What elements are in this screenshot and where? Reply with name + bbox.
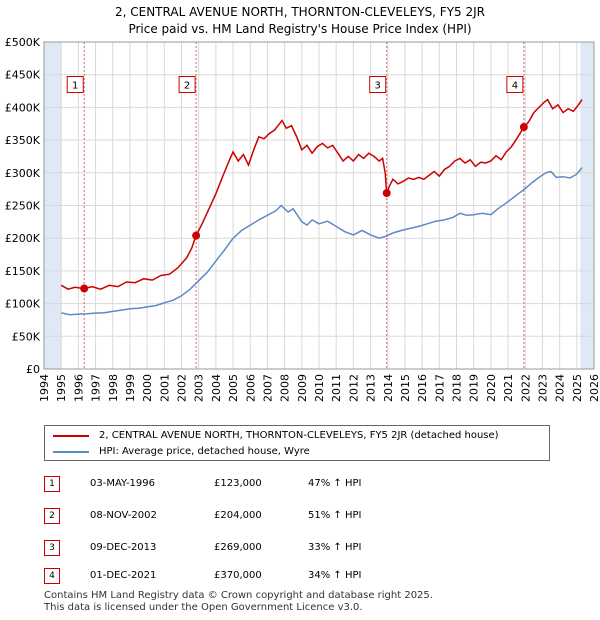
sale-date: 09-DEC-2013 xyxy=(90,542,157,553)
sale-date: 03-MAY-1996 xyxy=(90,478,156,489)
footer: Contains HM Land Registry data © Crown c… xyxy=(44,590,433,614)
x-tick-label: 1999 xyxy=(124,374,137,402)
x-tick-label: 2003 xyxy=(193,374,206,402)
x-tick-label: 2007 xyxy=(261,374,274,402)
x-tick-label: 2025 xyxy=(571,374,584,402)
y-tick-label: £200K xyxy=(5,232,41,245)
y-tick-label: £500K xyxy=(5,36,41,49)
sale-marker-box xyxy=(66,76,84,94)
sale-marker-box xyxy=(178,76,196,94)
x-tick-label: 2018 xyxy=(451,374,464,402)
x-tick-label: 2008 xyxy=(279,374,292,402)
price-series-line xyxy=(60,98,583,291)
sale-hpi-change: 47% ↑ HPI xyxy=(308,478,362,489)
sale-price: £204,000 xyxy=(214,510,262,521)
x-tick-label: 2013 xyxy=(365,374,378,402)
plot-frame xyxy=(43,41,595,370)
y-tick-label: £400K xyxy=(5,101,41,114)
sale-price: £123,000 xyxy=(214,478,262,489)
x-tick-label: 2012 xyxy=(347,374,360,402)
sale-marker-label: 2 xyxy=(184,81,190,92)
x-tick-label: 1997 xyxy=(90,374,103,402)
y-tick-label: £100K xyxy=(5,298,41,311)
sale-marker-box xyxy=(506,76,524,94)
legend-hpi-label: HPI: Average price, detached house, Wyre xyxy=(99,446,310,457)
legend-price-swatch xyxy=(53,435,89,437)
sale-point xyxy=(192,231,201,240)
x-tick-label: 1994 xyxy=(38,374,51,402)
y-tick-label: £250K xyxy=(5,200,41,213)
x-tick-label: 2010 xyxy=(313,374,326,402)
sale-row: 4 01-DEC-2021 £370,000 34% ↑ HPI xyxy=(44,566,564,586)
x-tick-label: 2019 xyxy=(468,374,481,402)
x-tick-label: 2014 xyxy=(382,374,395,402)
price-chart: 1 2 3 4 £0 £50K £100K £150K £200K £250K £300K £350K… xyxy=(5,36,600,402)
x-tick-label: 2004 xyxy=(210,374,223,402)
sale-number: 3 xyxy=(44,540,60,556)
y-tick-label: £450K xyxy=(5,69,41,82)
sale-price: £269,000 xyxy=(214,542,262,553)
sale-number: 2 xyxy=(44,508,60,524)
sale-point xyxy=(519,123,528,132)
hpi-series-line xyxy=(61,167,583,316)
x-tick-label: 2015 xyxy=(399,374,412,402)
sale-price: £370,000 xyxy=(214,570,262,581)
y-tick-label: £50K xyxy=(12,330,41,343)
sale-hpi-change: 34% ↑ HPI xyxy=(308,570,362,581)
sale-date: 08-NOV-2002 xyxy=(90,510,157,521)
sale-point xyxy=(382,189,391,198)
x-tick-label: 2009 xyxy=(296,374,309,402)
sale-row: 2 08-NOV-2002 £204,000 51% ↑ HPI xyxy=(44,506,564,526)
y-tick-label: £150K xyxy=(5,265,41,278)
x-tick-label: 2001 xyxy=(158,374,171,402)
sale-marker-label: 3 xyxy=(375,81,381,92)
sale-point xyxy=(80,284,89,293)
sale-marker-label: 1 xyxy=(72,81,78,92)
sale-row: 1 03-MAY-1996 £123,000 47% ↑ HPI xyxy=(44,474,564,494)
x-tick-label: 2021 xyxy=(502,374,515,402)
x-tick-label: 2011 xyxy=(330,374,343,402)
x-tick-label: 1995 xyxy=(55,374,68,402)
x-tick-label: 2022 xyxy=(519,374,532,402)
legend-hpi-swatch xyxy=(53,451,89,453)
x-tick-label: 1996 xyxy=(72,374,85,402)
y-tick-label: £350K xyxy=(5,134,41,147)
x-tick-label: 2005 xyxy=(227,374,240,402)
y-tick-label: £300K xyxy=(5,167,41,180)
chart-subtitle: Price paid vs. HM Land Registry's House … xyxy=(128,22,472,36)
footer-copyright: Contains HM Land Registry data © Crown c… xyxy=(44,590,433,601)
chart-title: 2, CENTRAL AVENUE NORTH, THORNTON-CLEVEL… xyxy=(114,5,486,19)
sale-hpi-change: 33% ↑ HPI xyxy=(308,542,362,553)
sale-date: 01-DEC-2021 xyxy=(90,570,157,581)
y-tick-label: £0 xyxy=(26,363,40,376)
legend: 2, CENTRAL AVENUE NORTH, THORNTON-CLEVEL… xyxy=(44,425,550,461)
sale-marker-box xyxy=(369,76,387,94)
sale-marker-label: 4 xyxy=(512,81,518,92)
x-tick-label: 2020 xyxy=(485,374,498,402)
legend-price-label: 2, CENTRAL AVENUE NORTH, THORNTON-CLEVEL… xyxy=(99,430,499,441)
x-tick-label: 2006 xyxy=(244,374,257,402)
sale-row: 3 09-DEC-2013 £269,000 33% ↑ HPI xyxy=(44,538,564,558)
x-tick-label: 1998 xyxy=(107,374,120,402)
sale-number: 1 xyxy=(44,476,60,492)
sale-number: 4 xyxy=(44,568,60,584)
x-tick-label: 2026 xyxy=(588,374,600,402)
x-tick-label: 2024 xyxy=(554,374,567,402)
x-tick-label: 2002 xyxy=(176,374,189,402)
x-tick-label: 2017 xyxy=(433,374,446,402)
footer-licence: This data is licensed under the Open Gov… xyxy=(44,602,363,613)
x-tick-label: 2000 xyxy=(141,374,154,402)
sale-hpi-change: 51% ↑ HPI xyxy=(308,510,362,521)
x-tick-label: 2023 xyxy=(536,374,549,402)
x-tick-label: 2016 xyxy=(416,374,429,402)
